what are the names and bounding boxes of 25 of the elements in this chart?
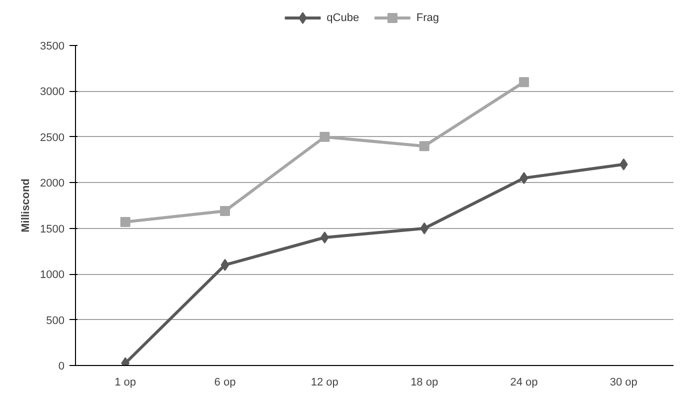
point (120, 216, 130, 227)
legend-label: qCube (326, 12, 360, 24)
y-tick-label: 2500 (40, 132, 65, 144)
y-tick-label: 0 (58, 360, 65, 372)
x-tick-label: 1 op (114, 376, 136, 388)
x-tick-label: 24 op (510, 376, 538, 388)
legend-label: Frag (416, 12, 439, 24)
x-tick-label: 12 op (310, 376, 338, 388)
y-axis-title: Milliscond (20, 178, 32, 232)
y-tick-label: 2000 (40, 178, 65, 190)
point (320, 132, 330, 142)
point (519, 77, 529, 88)
y-tick-label: 500 (46, 314, 65, 327)
x-tick-label: 18 op (410, 376, 438, 388)
point (320, 232, 329, 244)
point (520, 172, 528, 184)
x-tick-label: 30 op (610, 376, 638, 388)
point (419, 141, 430, 152)
x-tick-label: 6 op (214, 376, 236, 388)
point (220, 258, 230, 271)
y-tick-label: 3500 (40, 40, 65, 52)
y-tick-label: 1500 (40, 223, 65, 236)
y-tick-label: 1000 (40, 269, 65, 282)
point (220, 206, 230, 216)
y-tick-label: 3000 (40, 86, 65, 98)
